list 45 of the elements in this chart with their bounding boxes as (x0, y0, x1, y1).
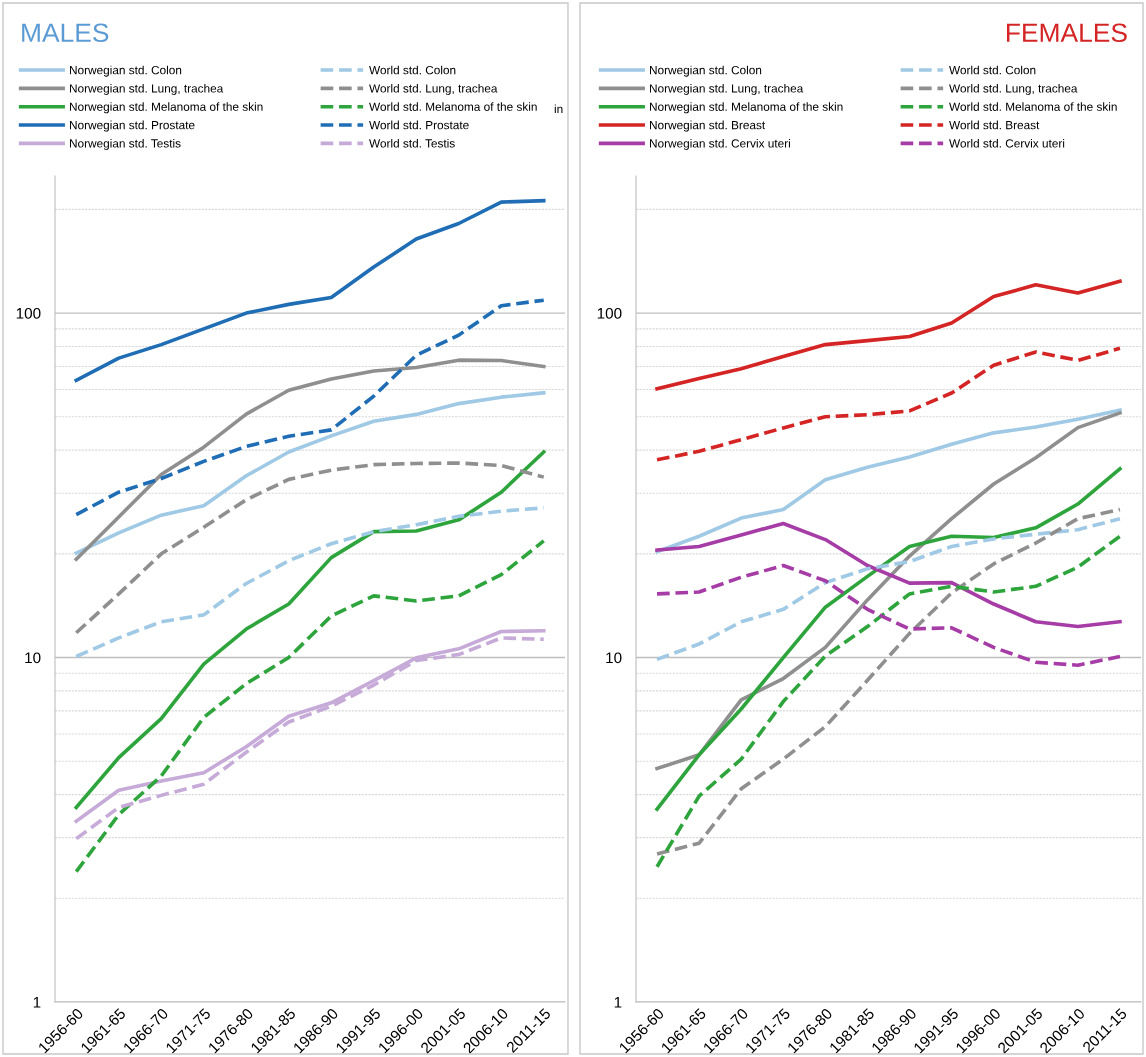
line-series (74, 539, 546, 874)
y-tick-label: 1 (33, 997, 41, 1008)
legend-label: World std. Colon (369, 65, 456, 75)
legend-label: World std. Colon (949, 65, 1036, 75)
chart-title: MALES (22, 23, 109, 43)
legend-label: Norwegian std. Melanoma of the skin (70, 102, 263, 114)
legend-label: Norwegian std. Prostate (70, 120, 195, 132)
line-series (74, 198, 546, 383)
legend-label: World std. Prostate (369, 120, 469, 130)
line-series (655, 346, 1122, 462)
legend-label: Norwegian std. Colon (70, 65, 182, 77)
y-tick-label: 100 (16, 307, 41, 319)
legend-label: Norwegian std. Colon (650, 65, 762, 77)
line-series (74, 450, 546, 810)
legend-label: Norwegian std. Testis (70, 138, 181, 150)
line-series (655, 408, 1122, 554)
legend-label: Norwegian std. Breast (650, 120, 766, 132)
line-series (74, 461, 546, 635)
line-series (655, 563, 1122, 668)
legend-label: Norwegian std. Lung, trachea (650, 83, 804, 95)
line-series (74, 390, 546, 555)
legend-label: Norwegian std. Melanoma of the skin (650, 102, 843, 114)
legend-label: World std. Melanoma of the skin (369, 102, 537, 111)
chart-title: FEMALES (1006, 23, 1127, 43)
legend-label: World std. Lung, trachea (369, 83, 498, 95)
legend-label: World std. Lung, trachea (949, 83, 1078, 95)
legend-label: World std. Breast (949, 120, 1040, 130)
text: in (554, 104, 563, 114)
line-series (655, 411, 1122, 771)
line-series (74, 358, 546, 561)
line-series (655, 467, 1122, 811)
legend-label: World std. Testis (369, 138, 455, 148)
line-series (655, 516, 1122, 662)
line-series (74, 298, 546, 517)
y-tick-label: 10 (606, 652, 622, 664)
legend-label: Norwegian std. Cervix uteri (650, 138, 790, 150)
line-series (74, 506, 546, 659)
y-tick-label: 100 (597, 307, 622, 319)
legend-label: Norwegian std. Lung, trachea (70, 83, 224, 95)
legend-label: World std. Melanoma of the skin (949, 102, 1117, 111)
legend-label: World std. Cervix uteri (949, 138, 1065, 148)
y-tick-label: 1 (614, 997, 622, 1008)
line-series (655, 521, 1122, 629)
y-tick-label: 10 (25, 652, 41, 664)
line-series (655, 279, 1122, 391)
